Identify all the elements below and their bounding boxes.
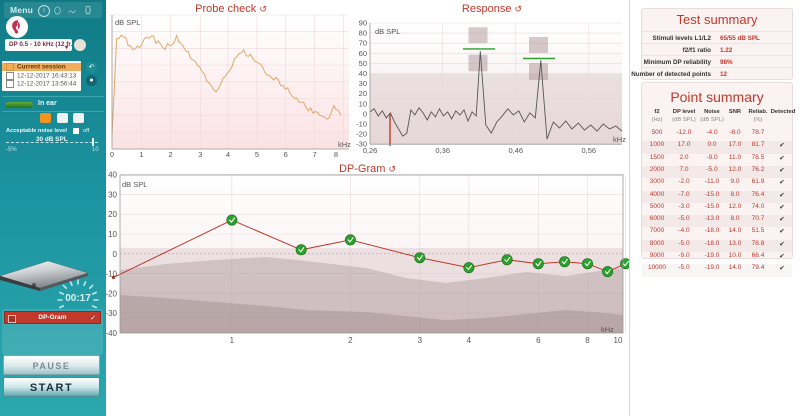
svg-text:3: 3 (198, 150, 202, 159)
svg-text:10: 10 (108, 230, 117, 239)
svg-text:20: 20 (359, 89, 367, 98)
svg-text:10: 10 (359, 99, 367, 108)
svg-text:-20: -20 (106, 289, 118, 298)
svg-text:0,46: 0,46 (508, 146, 523, 155)
svg-text:6: 6 (284, 150, 288, 159)
svg-text:8: 8 (585, 336, 590, 345)
svg-text:4: 4 (467, 336, 472, 345)
svg-text:0,36: 0,36 (435, 146, 450, 155)
svg-text:-30: -30 (106, 309, 118, 318)
svg-text:3: 3 (418, 336, 423, 345)
svg-text:dB SPL: dB SPL (375, 27, 400, 36)
svg-text:0: 0 (113, 250, 118, 259)
svg-text:50: 50 (359, 59, 367, 68)
svg-text:80: 80 (359, 29, 367, 38)
svg-text:8: 8 (334, 150, 338, 159)
svg-text:60: 60 (359, 49, 367, 58)
svg-text:kHz: kHz (338, 140, 351, 149)
svg-text:dB SPL: dB SPL (122, 180, 147, 189)
svg-text:6: 6 (536, 336, 541, 345)
svg-text:10: 10 (614, 336, 623, 345)
svg-text:30: 30 (108, 190, 117, 199)
svg-text:-10: -10 (106, 270, 118, 279)
svg-text:20: 20 (108, 210, 117, 219)
svg-text:-10: -10 (356, 120, 367, 129)
svg-text:0,26: 0,26 (363, 146, 378, 155)
svg-text:70: 70 (359, 39, 367, 48)
svg-text:7: 7 (313, 150, 317, 159)
svg-text:2: 2 (168, 150, 172, 159)
svg-text:2: 2 (348, 336, 353, 345)
svg-text:5: 5 (255, 150, 259, 159)
svg-text:90: 90 (359, 19, 367, 28)
svg-text:0: 0 (363, 109, 367, 118)
svg-text:-20: -20 (356, 130, 367, 139)
svg-text:kHz: kHz (601, 325, 614, 334)
svg-text:0: 0 (110, 150, 114, 159)
svg-text:1: 1 (139, 150, 143, 159)
svg-text:-40: -40 (106, 329, 118, 338)
svg-text:dB SPL: dB SPL (115, 18, 140, 27)
svg-text:0,56: 0,56 (581, 146, 596, 155)
svg-text:4: 4 (226, 150, 230, 159)
svg-text:kHz: kHz (613, 135, 626, 144)
svg-text:30: 30 (359, 79, 367, 88)
svg-text:40: 40 (359, 69, 367, 78)
svg-text:1: 1 (230, 336, 235, 345)
